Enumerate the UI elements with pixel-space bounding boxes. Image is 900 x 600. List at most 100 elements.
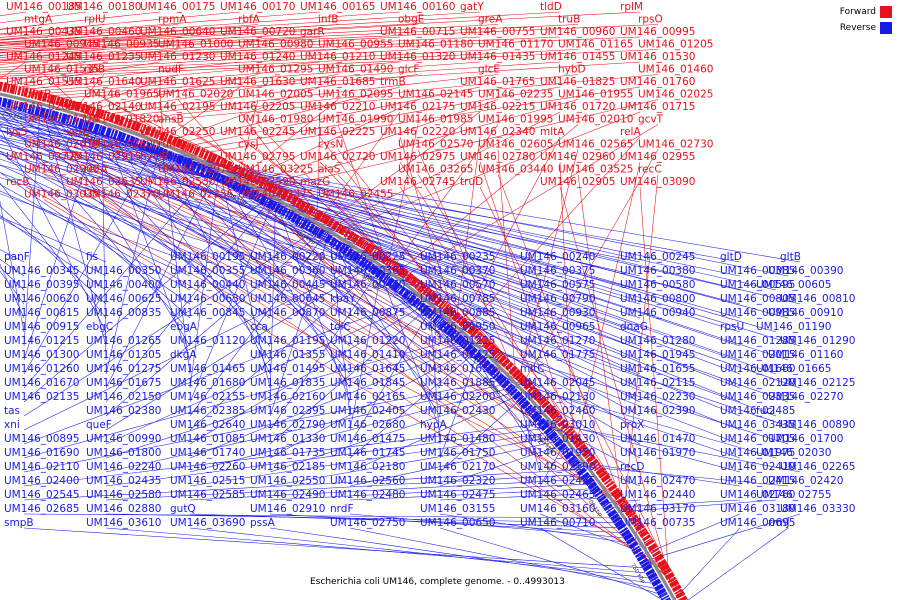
forward-gene-arrow: [605, 480, 615, 488]
reverse-gene-callout: [349, 527, 655, 589]
reverse-gene-label: UM146_02185: [250, 461, 325, 473]
reverse-gene-arrow: [445, 326, 455, 336]
forward-gene-callout: [410, 124, 659, 274]
forward-gene-label: UM146_01640: [66, 76, 141, 88]
reverse-gene-label: UM146_01745: [330, 447, 405, 459]
reverse-gene-callout: [23, 513, 610, 519]
reverse-gene-arrow: [211, 170, 219, 181]
forward-gene-arrow: [462, 320, 472, 331]
reverse-gene-arrow: [654, 583, 664, 592]
forward-gene-label: UM146_00715: [380, 26, 455, 38]
reverse-gene-callout: [448, 335, 789, 445]
reverse-gene-callout: [349, 355, 472, 459]
reverse-gene-callout: [105, 513, 614, 524]
forward-gene-callout: [239, 111, 311, 205]
reverse-gene-arrow: [582, 474, 591, 482]
reverse-gene-arrow: [250, 190, 258, 200]
reverse-gene-label: UM146_01670: [4, 377, 79, 389]
forward-gene-label: UM146_00945: [24, 39, 99, 51]
forward-gene-arrow: [126, 119, 133, 129]
forward-gene-arrow: [17, 86, 22, 96]
reverse-gene-callout: [23, 176, 207, 389]
reverse-gene-label: UM146_00385: [720, 265, 795, 277]
forward-gene-callout: [0, 24, 499, 50]
forward-gene-label: UM146_01000: [158, 39, 233, 51]
reverse-gene-arrow: [1, 97, 8, 108]
forward-gene-arrow: [538, 397, 548, 406]
forward-gene-arrow: [647, 542, 658, 552]
forward-gene-arrow: [130, 120, 137, 131]
reverse-gene-arrow: [253, 192, 260, 201]
reverse-gene-label: UM146_00910: [768, 307, 843, 319]
reverse-gene-label: UM146_02585: [170, 489, 245, 501]
forward-gene-arrow: [579, 446, 588, 454]
reverse-gene-arrow: [157, 146, 165, 157]
forward-gene-arrow: [653, 553, 665, 563]
reverse-gene-arrow: [385, 277, 395, 288]
reverse-gene-callout: [189, 347, 463, 459]
forward-gene-arrow: [153, 129, 159, 139]
forward-gene-label: UM146_00160: [380, 1, 455, 13]
reverse-gene-arrow: [124, 134, 131, 144]
forward-gene-arrow: [290, 195, 299, 206]
reverse-gene-arrow: [15, 101, 19, 111]
reverse-gene-arrow: [591, 487, 601, 495]
forward-gene-arrow: [9, 84, 16, 95]
forward-gene-callout: [0, 49, 259, 68]
forward-gene-arrow: [395, 266, 403, 274]
reverse-gene-arrow: [395, 284, 403, 293]
reverse-gene-label: UM146_00375: [520, 265, 595, 277]
forward-gene-label: rplU: [84, 14, 106, 26]
reverse-gene-arrow: [628, 540, 639, 550]
forward-gene-callout: [25, 186, 631, 506]
forward-gene-arrow: [236, 166, 243, 176]
reverse-gene-callout: [189, 239, 322, 417]
reverse-gene-label: UM146_00930: [520, 307, 595, 319]
reverse-gene-callout: [520, 406, 541, 473]
forward-gene-arrow: [434, 296, 443, 306]
forward-gene-arrow: [105, 111, 111, 121]
reverse-gene-arrow: [17, 101, 25, 112]
forward-gene-label: UM146_02340: [460, 126, 535, 138]
forward-gene-arrow: [669, 579, 680, 588]
reverse-gene-callout: [355, 262, 777, 417]
forward-gene-callout: [577, 174, 621, 492]
reverse-gene-label: UM146_02165: [330, 391, 405, 403]
reverse-gene-callout: [105, 269, 366, 431]
forward-gene-callout: [0, 36, 641, 63]
forward-gene-label: UM146_02095: [318, 89, 393, 101]
reverse-gene-arrow: [361, 259, 369, 269]
forward-gene-arrow: [326, 217, 335, 228]
forward-gene-arrow: [476, 333, 484, 342]
reverse-gene-callout: [330, 245, 351, 417]
reverse-gene-label: UM146_02110: [4, 461, 79, 473]
forward-gene-label: UM146_01760: [620, 76, 695, 88]
forward-gene-callout: [113, 74, 419, 114]
forward-gene-callout: [399, 161, 562, 417]
reverse-gene-label: UM146_00380: [620, 265, 695, 277]
reverse-gene-arrow: [34, 105, 41, 116]
forward-gene-arrow: [675, 591, 686, 599]
reverse-gene-callout: [105, 236, 317, 417]
forward-gene-callout: [0, 11, 241, 35]
reverse-gene-arrow: [468, 346, 478, 357]
forward-gene-arrow: [14, 85, 18, 95]
forward-gene-arrow: [390, 262, 398, 271]
reverse-gene-label: UM146_02030: [756, 447, 831, 459]
reverse-gene-label: UM146_02790: [250, 419, 325, 431]
reverse-gene-label: mltC: [520, 363, 545, 375]
forward-gene-callout: [0, 49, 579, 77]
reverse-gene-callout: [639, 513, 801, 563]
forward-gene-callout: [0, 24, 659, 53]
reverse-gene-callout: [23, 115, 40, 347]
forward-gene-arrow: [224, 160, 233, 171]
reverse-gene-label: UM146_01735: [250, 447, 325, 459]
forward-gene-label: UM146_02215: [460, 101, 535, 113]
forward-gene-arrow: [562, 425, 571, 433]
reverse-gene-label: UM146_02515: [170, 475, 245, 487]
reverse-gene-arrow: [151, 144, 157, 154]
reverse-gene-label: UM146_01270: [520, 335, 595, 347]
forward-gene-arrow: [444, 305, 454, 316]
forward-gene-arrow: [677, 595, 688, 600]
reverse-gene-callout: [280, 214, 351, 403]
